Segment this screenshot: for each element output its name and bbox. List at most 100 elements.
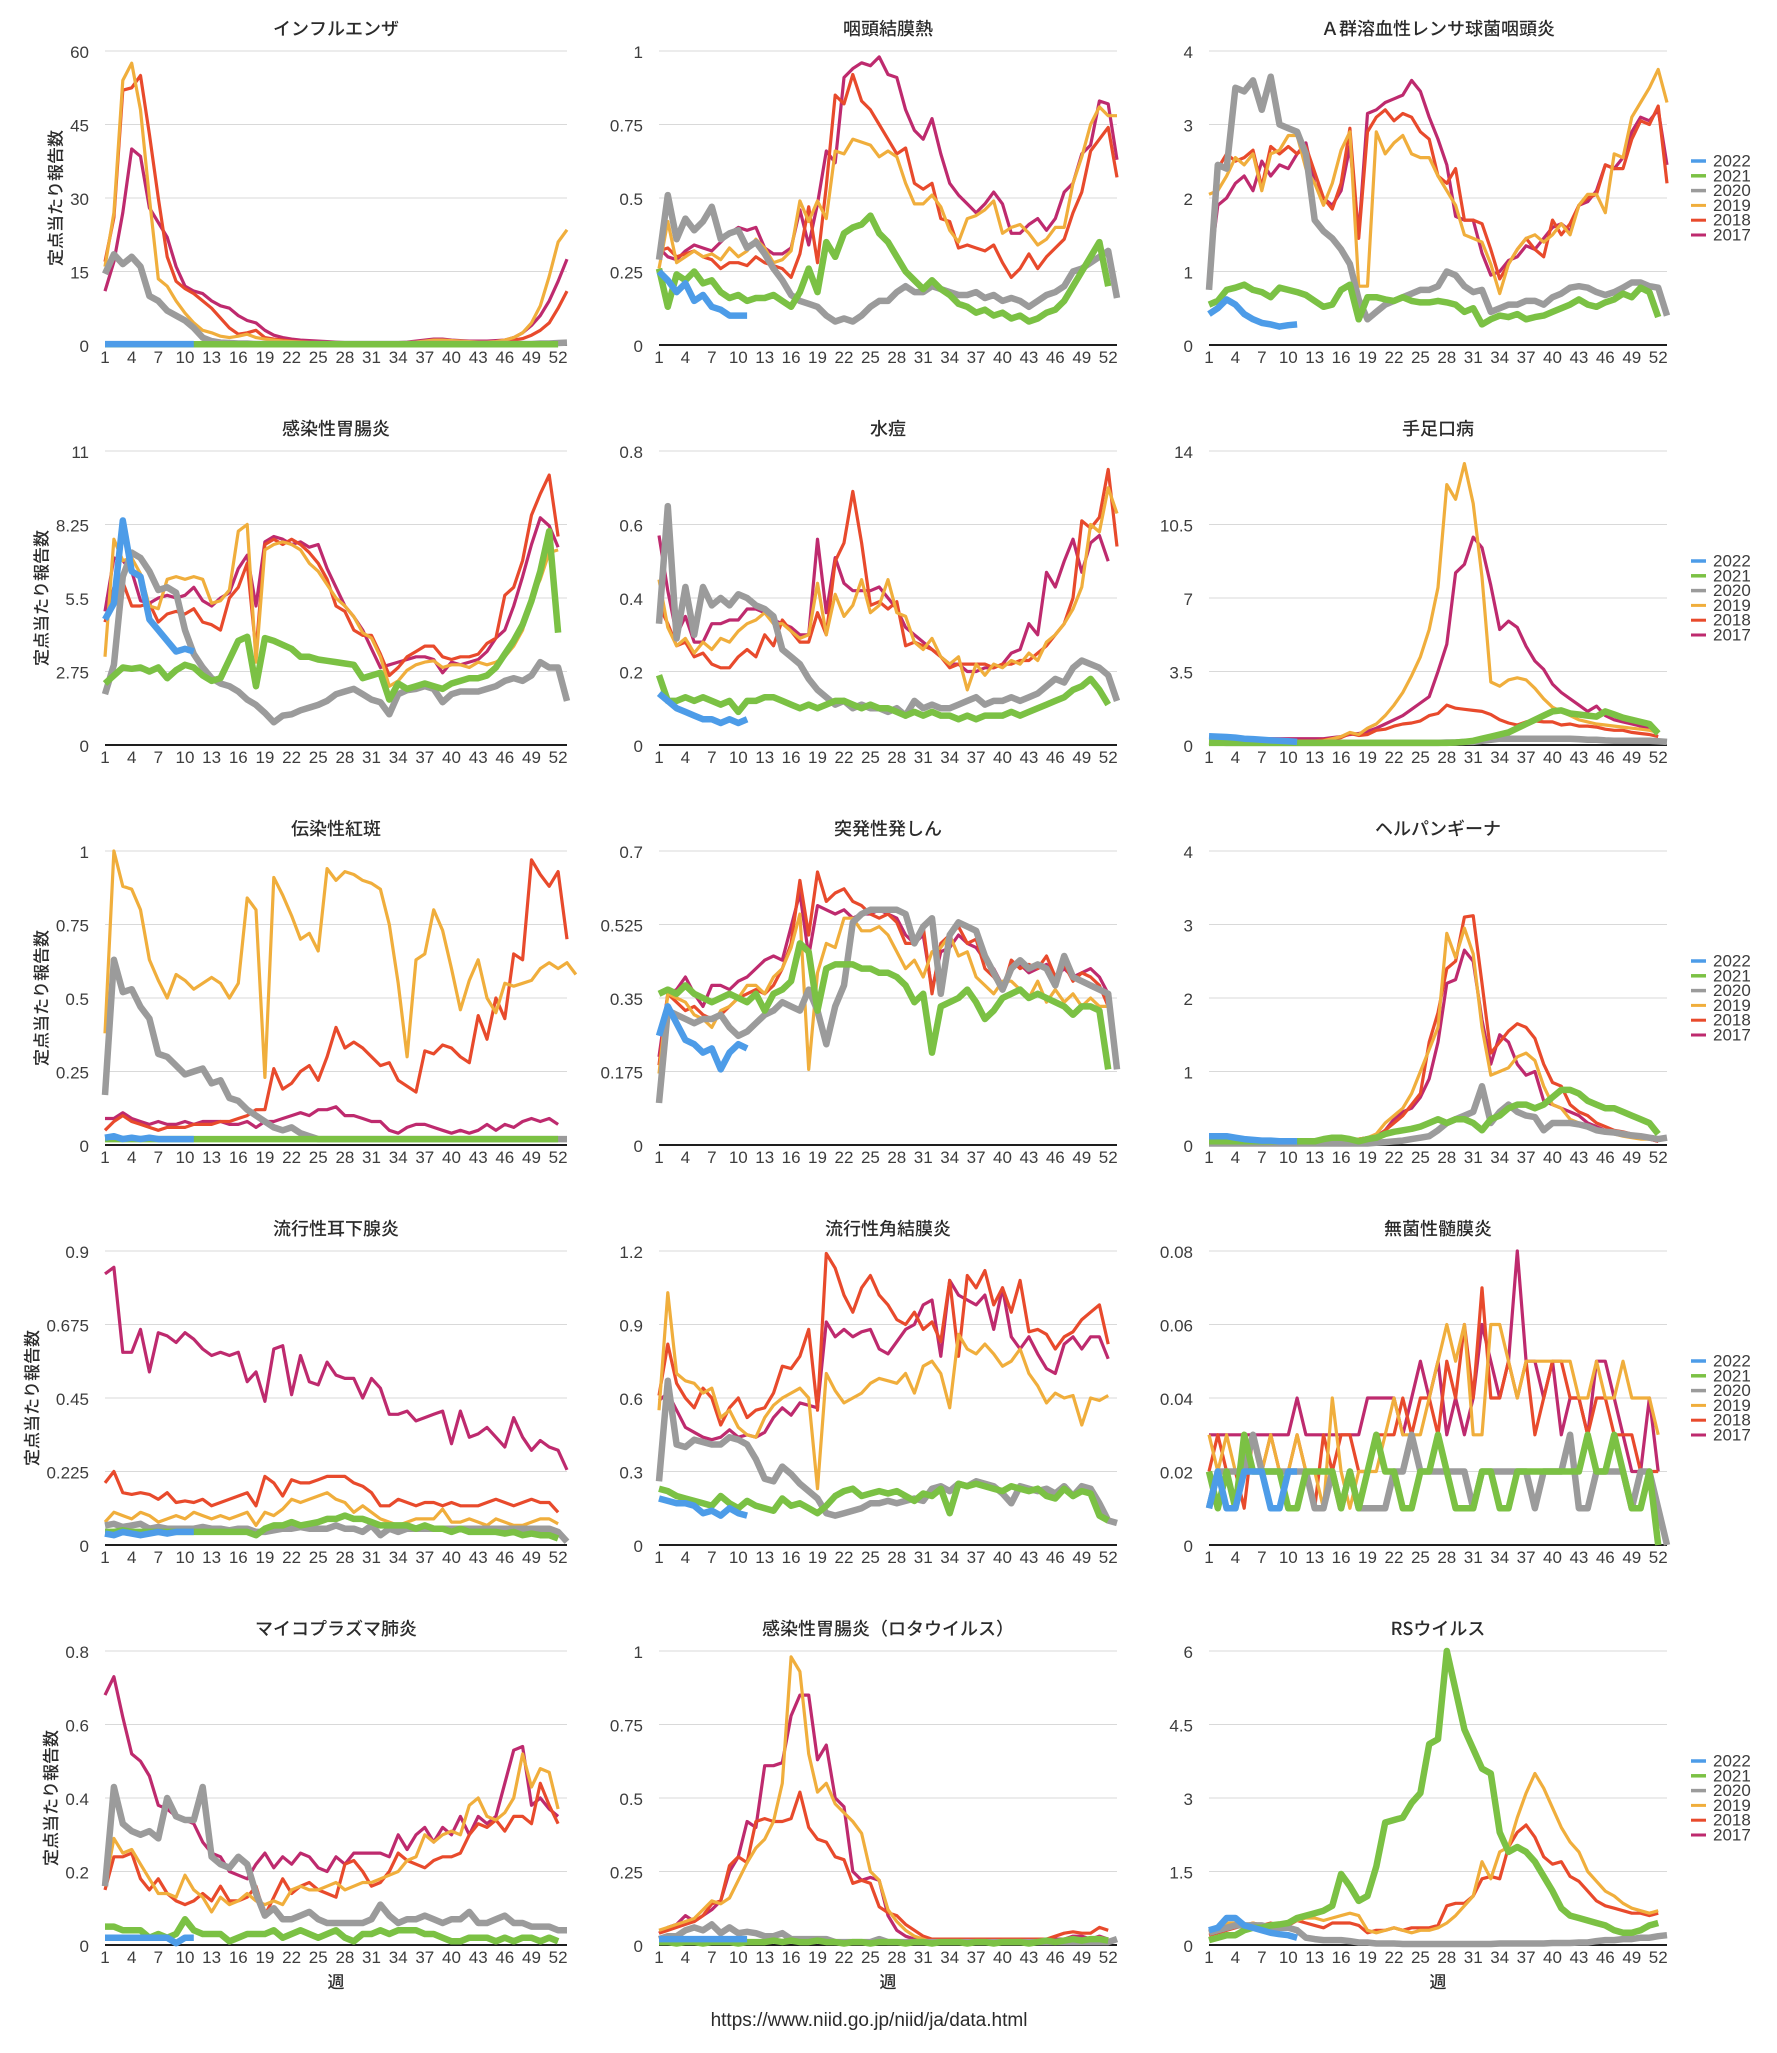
svg-text:10: 10 [729,348,748,367]
svg-text:25: 25 [309,1548,328,1567]
svg-text:22: 22 [1385,748,1404,767]
svg-text:0.75: 0.75 [56,917,89,936]
svg-text:52: 52 [549,748,568,767]
svg-text:34: 34 [389,1548,408,1567]
svg-text:0.6: 0.6 [619,1390,643,1409]
svg-text:43: 43 [1569,1948,1588,1967]
svg-text:28: 28 [887,1548,906,1567]
svg-text:6: 6 [1184,1643,1193,1662]
svg-text:0.5: 0.5 [65,990,89,1009]
svg-text:25: 25 [1411,1948,1430,1967]
svg-text:22: 22 [1385,348,1404,367]
svg-text:1.2: 1.2 [619,1243,643,1262]
svg-text:16: 16 [229,1548,248,1567]
svg-text:16: 16 [1332,348,1351,367]
svg-text:28: 28 [887,748,906,767]
svg-text:1.5: 1.5 [1169,1864,1193,1883]
svg-text:22: 22 [1385,1548,1404,1567]
svg-text:49: 49 [1622,748,1641,767]
svg-text:25: 25 [309,1148,328,1167]
svg-text:2.75: 2.75 [56,664,89,683]
svg-text:46: 46 [1046,1548,1065,1567]
svg-text:13: 13 [202,348,221,367]
svg-text:4: 4 [1231,1548,1240,1567]
svg-text:49: 49 [1072,1948,1091,1967]
svg-text:22: 22 [835,348,854,367]
svg-text:52: 52 [1099,1548,1118,1567]
svg-text:13: 13 [755,1148,774,1167]
svg-text:46: 46 [495,1548,514,1567]
svg-text:7: 7 [707,748,716,767]
svg-text:4: 4 [1184,843,1193,862]
svg-text:25: 25 [861,1148,880,1167]
svg-text:13: 13 [755,748,774,767]
svg-text:1: 1 [100,1948,109,1967]
svg-text:37: 37 [1517,1148,1536,1167]
svg-text:46: 46 [495,1148,514,1167]
svg-text:1: 1 [80,843,89,862]
svg-text:5.5: 5.5 [65,590,89,609]
svg-text:31: 31 [362,348,381,367]
svg-text:19: 19 [255,1948,274,1967]
svg-text:2021: 2021 [1713,1366,1751,1385]
svg-text:2019: 2019 [1713,1396,1751,1415]
svg-text:31: 31 [914,1148,933,1167]
svg-text:2017: 2017 [1713,1826,1751,1845]
svg-text:1: 1 [100,1548,109,1567]
svg-text:0: 0 [634,1937,643,1956]
svg-text:4: 4 [681,1148,690,1167]
svg-text:30: 30 [70,190,89,209]
svg-text:0.35: 0.35 [610,990,643,1009]
svg-text:25: 25 [861,748,880,767]
svg-text:1: 1 [1184,264,1193,283]
svg-text:16: 16 [229,1148,248,1167]
svg-text:10: 10 [176,348,195,367]
svg-text:46: 46 [1596,348,1615,367]
svg-text:25: 25 [1411,348,1430,367]
svg-text:4: 4 [681,748,690,767]
svg-text:0.45: 0.45 [56,1390,89,1409]
svg-text:43: 43 [1569,1148,1588,1167]
svg-text:8.25: 8.25 [56,517,89,536]
svg-text:34: 34 [1490,348,1509,367]
svg-text:22: 22 [835,1548,854,1567]
svg-text:28: 28 [1437,748,1456,767]
svg-text:43: 43 [1569,748,1588,767]
svg-text:19: 19 [255,348,274,367]
svg-text:40: 40 [442,748,461,767]
svg-text:40: 40 [1543,348,1562,367]
svg-text:37: 37 [967,748,986,767]
svg-text:7: 7 [154,348,163,367]
svg-text:46: 46 [1046,1148,1065,1167]
svg-text:45: 45 [70,117,89,136]
svg-text:0: 0 [80,1137,89,1156]
svg-text:52: 52 [1649,748,1668,767]
svg-text:4: 4 [1231,1948,1240,1967]
svg-text:0: 0 [634,1137,643,1156]
svg-text:0: 0 [1184,737,1193,756]
svg-text:1: 1 [654,1948,663,1967]
svg-text:10: 10 [1279,348,1298,367]
svg-text:1: 1 [634,43,643,62]
svg-text:13: 13 [1305,1548,1324,1567]
svg-text:2020: 2020 [1713,1381,1751,1400]
svg-text:0.225: 0.225 [46,1464,89,1483]
svg-text:1: 1 [634,1643,643,1662]
svg-text:0.75: 0.75 [610,1717,643,1736]
svg-text:7: 7 [1184,590,1193,609]
svg-text:7: 7 [707,1148,716,1167]
svg-text:1: 1 [1204,1948,1213,1967]
svg-text:43: 43 [469,748,488,767]
svg-text:16: 16 [229,1948,248,1967]
svg-text:40: 40 [1543,1548,1562,1567]
svg-text:40: 40 [993,348,1012,367]
svg-text:46: 46 [495,748,514,767]
svg-text:13: 13 [755,1948,774,1967]
svg-text:0: 0 [80,737,89,756]
svg-text:16: 16 [782,1548,801,1567]
svg-text:16: 16 [1332,1948,1351,1967]
svg-text:0.6: 0.6 [619,517,643,536]
svg-text:49: 49 [522,348,541,367]
svg-text:2018: 2018 [1713,611,1751,630]
svg-text:25: 25 [309,1948,328,1967]
